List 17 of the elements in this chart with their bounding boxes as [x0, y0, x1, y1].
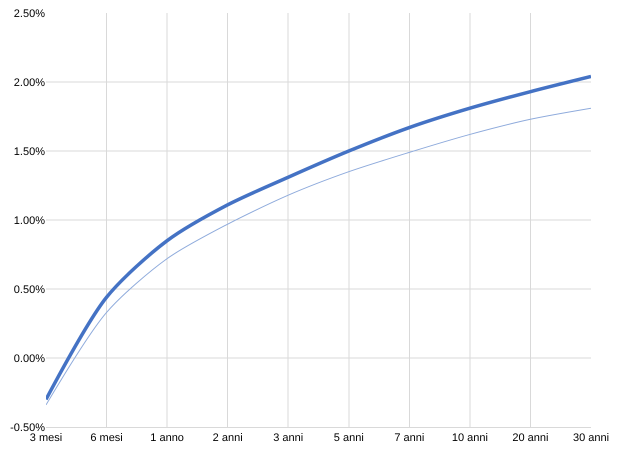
x-tick-label: 10 anni	[452, 432, 488, 444]
y-tick-label: 0.50%	[14, 284, 46, 296]
y-tick-label: 2.00%	[14, 76, 46, 89]
x-tick-label: 20 anni	[512, 432, 548, 444]
x-tick-label: 1 anno	[150, 432, 184, 444]
x-tick-label: 3 anni	[273, 432, 304, 444]
y-tick-label: 2.50%	[14, 8, 46, 20]
x-tick-label: 30 anni	[572, 432, 610, 444]
x-tick-label: 5 anni	[334, 432, 364, 444]
y-tick-label: 1.50%	[14, 146, 46, 158]
y-tick-label: -0.50%	[10, 422, 46, 434]
x-tick-label: 2 anni	[212, 432, 243, 444]
x-tick-label: 7 anni	[394, 432, 424, 444]
y-tick-label: 0.00%	[14, 352, 46, 365]
x-tick-label: 6 mesi	[90, 432, 123, 444]
x-tick-label: 3 mesi	[30, 432, 62, 444]
y-tick-label: 1.00%	[14, 214, 46, 227]
